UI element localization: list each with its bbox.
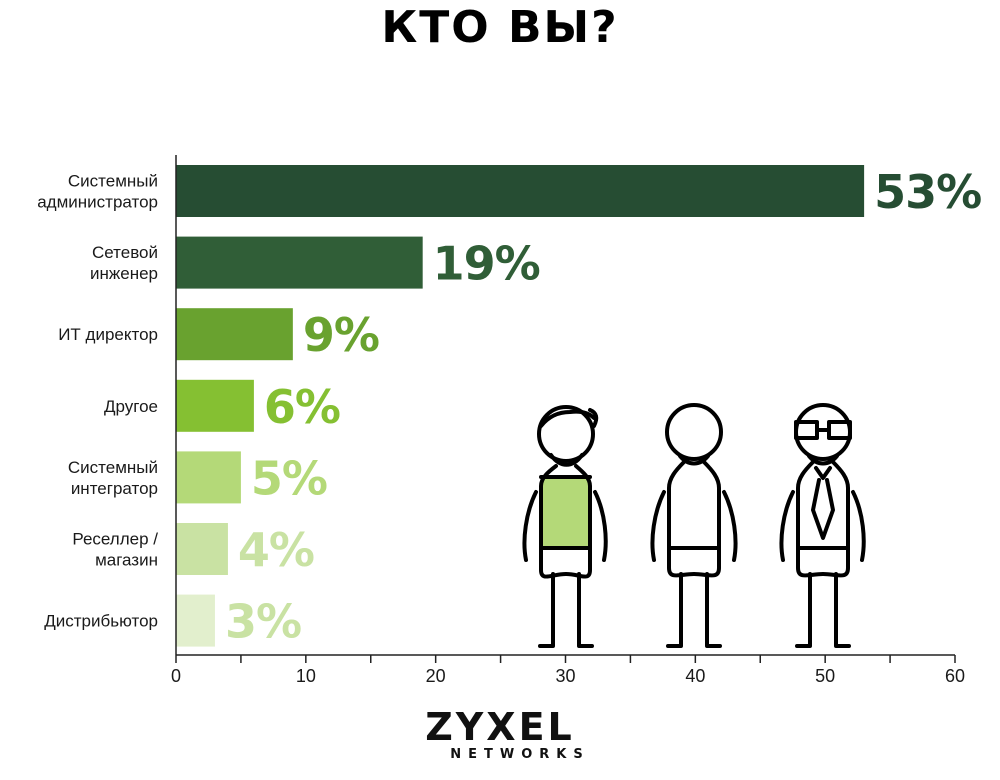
logo-subtitle: NETWORKS — [450, 747, 590, 762]
people-illustration — [522, 403, 866, 648]
category-label-5: Реселлер / магазин — [72, 530, 158, 570]
figure-with-glasses-icon — [779, 403, 866, 648]
value-label-3: 6% — [264, 380, 340, 434]
x-tick-label-30: 30 — [555, 666, 575, 686]
value-label-4: 5% — [251, 451, 327, 505]
bar-0 — [176, 165, 865, 217]
category-label-2: ИТ директор — [58, 325, 158, 344]
value-label-6: 3% — [225, 595, 301, 649]
bar-1 — [176, 236, 423, 289]
zyxel-logo: ZYXEL NETWORKS — [0, 705, 1000, 762]
figure-plain-icon — [650, 403, 738, 648]
value-label-1: 19% — [433, 237, 540, 291]
bar-4 — [176, 451, 241, 504]
x-tick-label-40: 40 — [685, 666, 705, 686]
chart-title: КТО ВЫ? — [381, 2, 619, 53]
bar-6 — [176, 594, 215, 647]
bar-3 — [176, 379, 254, 432]
category-label-6: Дистрибьютор — [44, 612, 158, 631]
x-tick-label-60: 60 — [945, 666, 965, 686]
figure-with-green-shirt-icon — [522, 405, 608, 648]
bar-2 — [176, 308, 293, 361]
x-tick-label-50: 50 — [815, 666, 835, 686]
value-label-5: 4% — [238, 523, 314, 577]
category-label-3: Другое — [104, 397, 158, 416]
x-tick-label-10: 10 — [296, 666, 316, 686]
logo-wordmark: ZYXEL — [425, 705, 575, 749]
x-tick-label-20: 20 — [426, 666, 446, 686]
category-label-4: Системный интегратор — [68, 458, 158, 498]
bars-layer: Системный администратор 53% Сетевой инженер 1… — [37, 165, 982, 649]
x-tick-label-0: 0 — [171, 666, 181, 686]
category-label-1: Сетевой инженер — [90, 243, 158, 283]
category-label-0: Системный администратор — [37, 172, 158, 212]
bar-5 — [176, 523, 228, 575]
value-label-2: 9% — [303, 308, 379, 362]
x-axis: 0 10 20 30 40 50 60 — [171, 155, 965, 686]
value-label-0: 53% — [874, 165, 981, 219]
